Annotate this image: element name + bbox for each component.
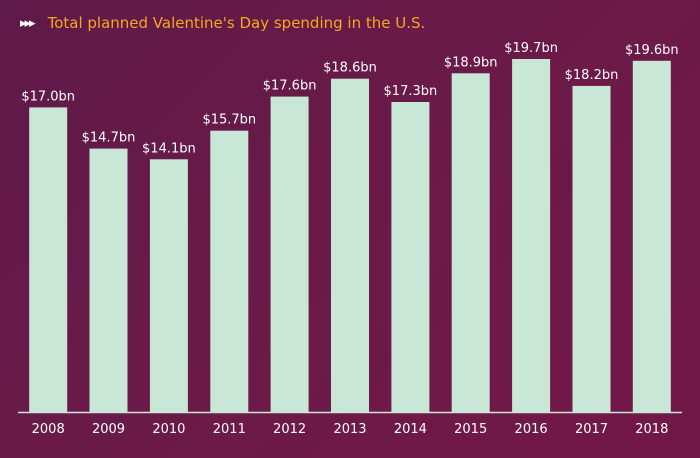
data-label-2010: $14.1bn: [142, 141, 196, 156]
bar-2014: [391, 102, 430, 412]
bar-2008: [29, 107, 68, 413]
data-label-2016: $19.7bn: [504, 41, 558, 56]
x-axis-ticks: 2008 2009 2010 2011 2012 2013 2014 2015 2016 2017…: [32, 422, 669, 437]
bar-2013: [331, 78, 369, 412]
bar-2011: [210, 130, 249, 412]
data-label-2013: $18.6bn: [323, 61, 377, 76]
chart-title: Total planned Valentine's Day spending i…: [47, 14, 426, 32]
bar-2009: [89, 148, 128, 412]
triple-arrow-icon: ▸▸▸: [20, 15, 36, 31]
bar-2018: [632, 60, 671, 413]
data-label-2012: $17.6bn: [263, 79, 317, 94]
tick-label-2010: 2010: [152, 422, 185, 437]
tick-label-2014: 2014: [394, 422, 427, 437]
bar-2012: [270, 96, 309, 412]
data-label-2018: $19.6bn: [625, 43, 679, 58]
tick-label-2009: 2009: [92, 422, 125, 437]
bar-2016: [512, 59, 551, 412]
data-label-2008: $17.0bn: [21, 89, 75, 104]
tick-label-2017: 2017: [575, 422, 608, 437]
data-label-2017: $18.2bn: [565, 68, 619, 83]
tick-label-2012: 2012: [273, 422, 306, 437]
tick-label-2013: 2013: [333, 422, 366, 437]
tick-label-2011: 2011: [213, 422, 246, 437]
bar-2010: [149, 159, 188, 412]
bars-group: $17.0bn $14.7bn $14.1bn $15.7bn $17.6bn $18.6…: [21, 41, 679, 413]
tick-label-2015: 2015: [454, 422, 487, 437]
bar-2015: [451, 73, 490, 413]
chart-header: ▸▸▸ Total planned Valentine's Day spendi…: [20, 12, 425, 34]
bar-2017: [572, 85, 611, 413]
data-label-2015: $18.9bn: [444, 55, 498, 70]
tick-label-2016: 2016: [515, 422, 548, 437]
data-label-2011: $15.7bn: [202, 113, 256, 128]
data-label-2009: $14.7bn: [82, 131, 136, 146]
tick-label-2018: 2018: [635, 422, 668, 437]
tick-label-2008: 2008: [32, 422, 65, 437]
data-label-2014: $17.3bn: [384, 84, 438, 99]
